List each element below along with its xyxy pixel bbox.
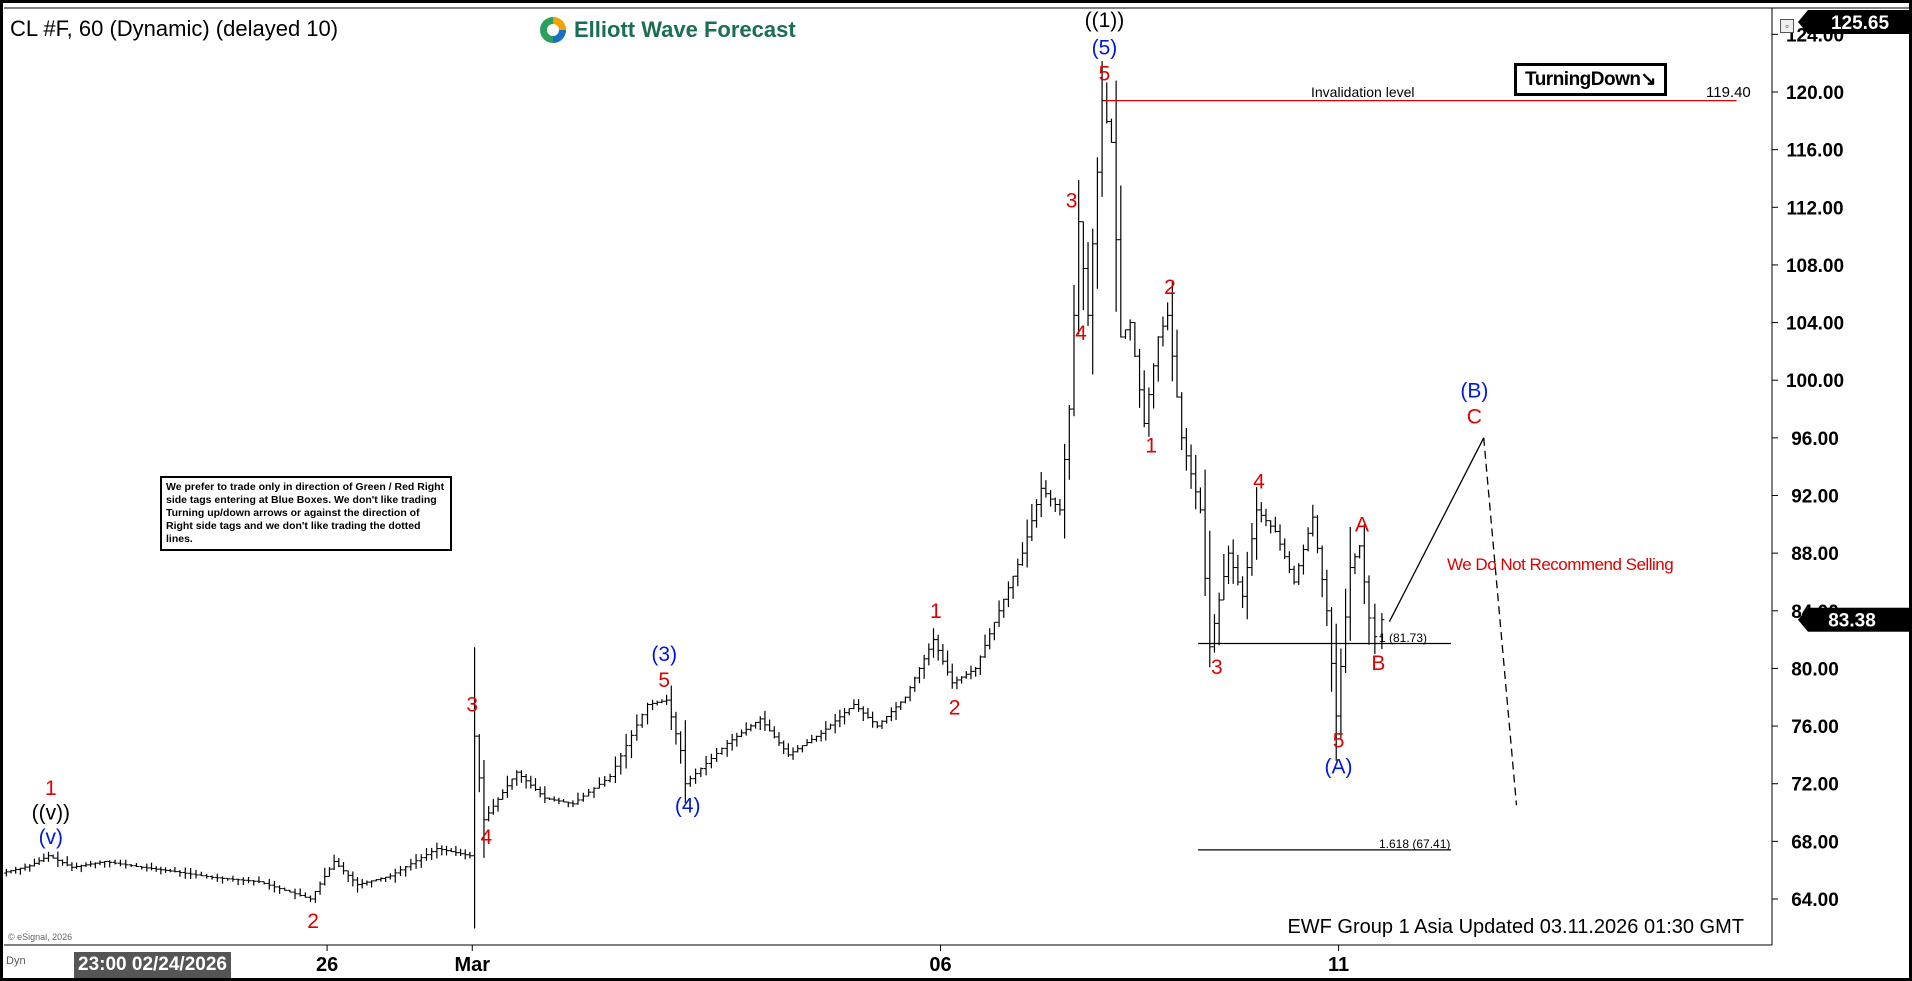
wave-label: ((1)) [1085, 9, 1125, 32]
wave-label: 4 [480, 826, 492, 849]
x-tick-label: 06 [929, 954, 951, 976]
y-tick-label: 92.00 [1791, 487, 1839, 508]
x-tick-label: 11 [1328, 954, 1349, 976]
wave-label: 1 [930, 600, 942, 623]
y-tick-label: 76.00 [1791, 717, 1839, 738]
wave-label: 3 [1211, 656, 1223, 679]
last-price-label: 83.38 [1828, 611, 1876, 632]
wave-label: 4 [1253, 470, 1265, 493]
wave-label: (B) [1460, 380, 1488, 403]
y-tick-label: 104.00 [1786, 314, 1844, 335]
x-tick-label: 26 [316, 954, 338, 976]
wave-label: 3 [466, 694, 478, 717]
fib-extension-1-label: 1 (81.73) [1379, 631, 1428, 645]
wave-label: 4 [1075, 322, 1087, 345]
wave-label: (5) [1092, 37, 1118, 60]
x-tick-label: Mar [454, 954, 490, 976]
y-tick-label: 72.00 [1791, 775, 1839, 796]
wave-label: 2 [949, 697, 961, 720]
chart-title: CL #F, 60 (Dynamic) (delayed 10) [10, 16, 339, 41]
crosshair-time-label: 23:00 02/24/2026 [74, 952, 231, 978]
logo-icon [540, 17, 566, 43]
wave-label: 5 [1099, 62, 1111, 85]
wave-label: (v) [39, 826, 64, 849]
logo-text: Elliott Wave Forecast [574, 17, 796, 42]
wave-label: B [1371, 652, 1385, 675]
wave-label: (A) [1325, 756, 1353, 779]
top-price-tag [1808, 10, 1912, 34]
last-price-tag [1808, 607, 1912, 632]
arrow-down-right-icon: ↘ [1640, 69, 1657, 90]
wave-label: 2 [307, 910, 319, 933]
wave-label: 5 [1333, 730, 1345, 753]
projection-wave-c-line [1388, 437, 1485, 623]
invalidation-label: Invalidation level [1311, 84, 1415, 100]
wave-label: (4) [675, 795, 701, 818]
dyn-label: Dyn [6, 955, 26, 967]
y-tick-label: 80.00 [1791, 659, 1839, 680]
invalidation-value: 119.40 [1706, 84, 1751, 101]
wave-label: C [1467, 405, 1482, 428]
y-tick-label: 88.00 [1791, 544, 1839, 565]
update-timestamp: EWF Group 1 Asia Updated 03.11.2026 01:3… [1287, 916, 1744, 938]
y-tick-label: 112.00 [1786, 198, 1843, 219]
last-price-tag-pointer [1798, 607, 1808, 632]
y-tick-label: 108.00 [1786, 256, 1844, 277]
brand-logo: Elliott Wave Forecast [538, 14, 796, 46]
wave-label: 3 [1066, 189, 1078, 212]
wave-label: 1 [1145, 434, 1157, 457]
wave-label: A [1355, 514, 1369, 537]
wave-label: 5 [658, 669, 670, 692]
top-price-label: 125.65 [1831, 13, 1890, 34]
wave-label: ((v)) [32, 802, 70, 825]
y-tick-label: 96.00 [1791, 429, 1839, 450]
selling-warning: We Do Not Recommend Selling [1447, 555, 1674, 574]
wave-label: (3) [651, 643, 677, 666]
top-price-tag-pointer [1798, 10, 1808, 34]
y-tick-label: 120.00 [1786, 83, 1844, 104]
turning-down-badge: TurningDown↘ [1514, 63, 1667, 96]
window-restore-icon[interactable]: ▫ [1780, 19, 1794, 33]
projection-dotted-line [1483, 437, 1518, 806]
wave-label: 2 [1164, 276, 1176, 299]
y-tick-label: 116.00 [1786, 141, 1843, 162]
fib-extension-1618-label: 1.618 (67.41) [1379, 837, 1451, 851]
y-tick-label: 68.00 [1791, 832, 1839, 853]
y-tick-label: 64.00 [1791, 890, 1839, 911]
wave-label: 1 [45, 777, 57, 800]
trading-disclaimer: We prefer to trade only in direction of … [160, 476, 452, 551]
turning-label: TurningDown [1525, 69, 1641, 90]
y-tick-label: 100.00 [1786, 371, 1844, 392]
copyright-text: © eSignal, 2026 [8, 932, 73, 942]
